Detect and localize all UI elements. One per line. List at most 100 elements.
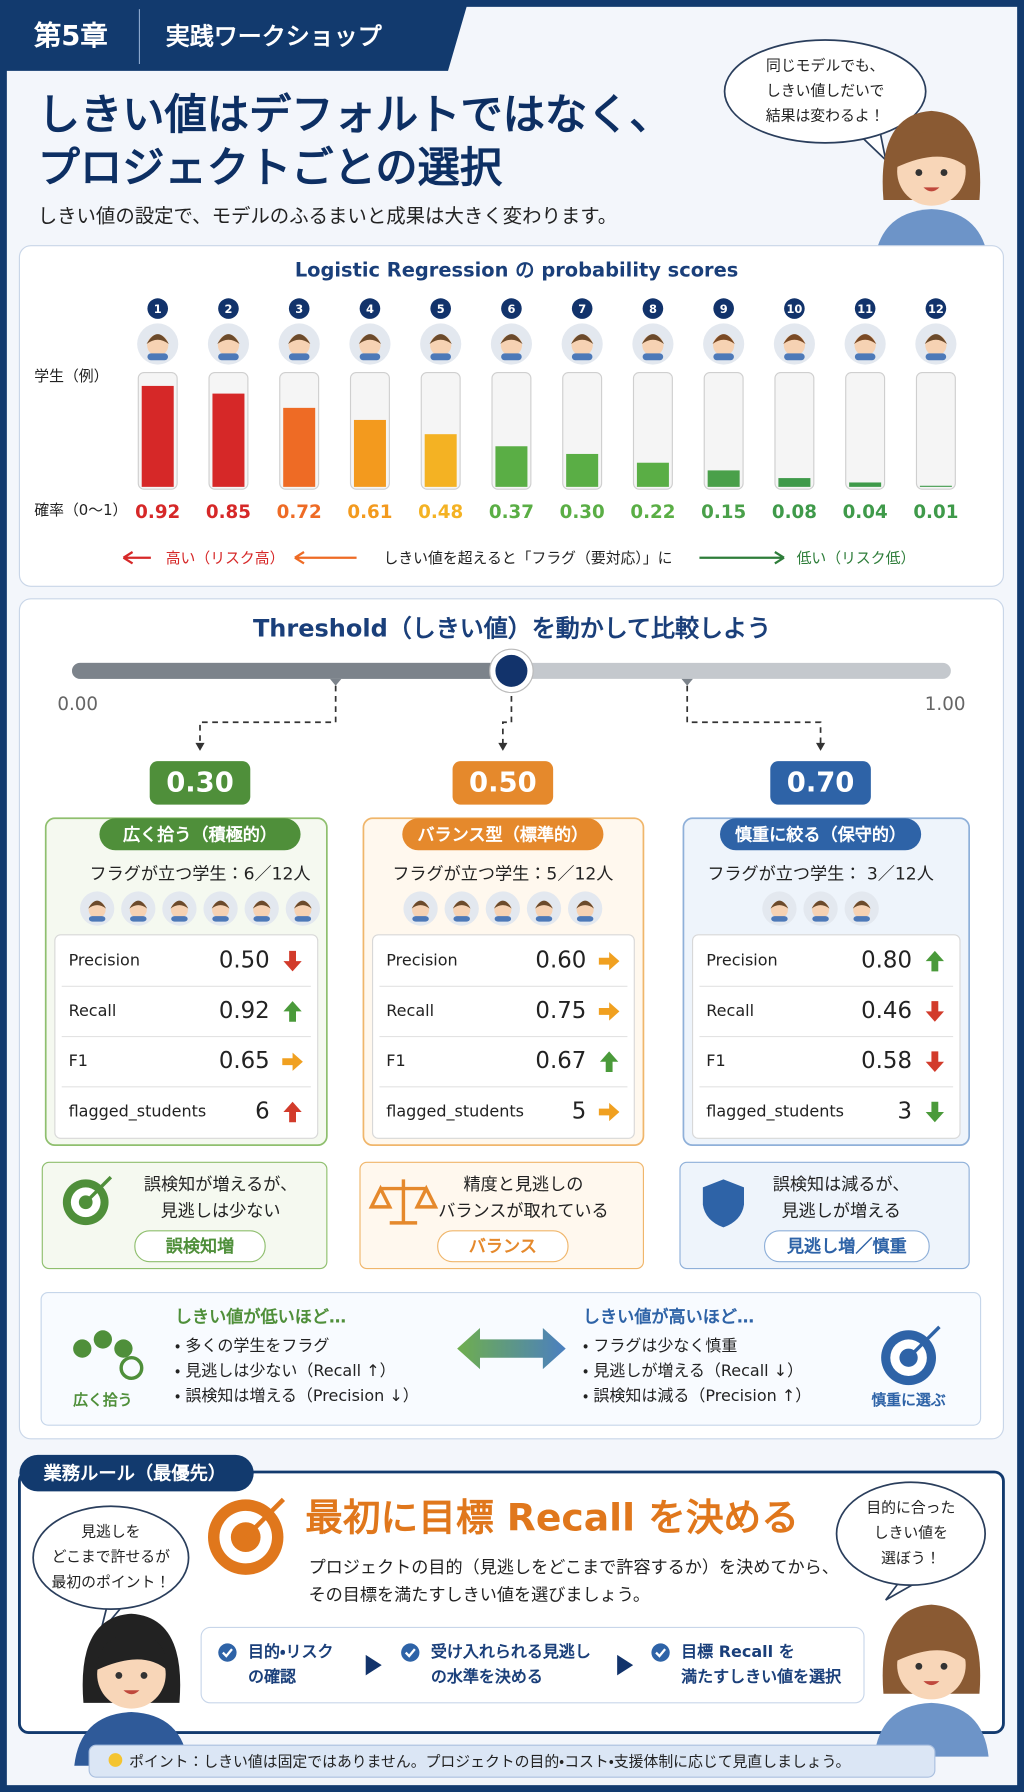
probability-bar bbox=[283, 407, 316, 487]
bar-tube bbox=[632, 372, 673, 490]
slider-tick bbox=[681, 678, 693, 686]
bar-tube bbox=[845, 372, 886, 490]
hair bbox=[88, 900, 107, 909]
rule-tag-text: 業務ルール（最優先） bbox=[43, 1462, 227, 1484]
compare-item: ・ フラグは少なく慎重 bbox=[583, 1336, 738, 1355]
hair bbox=[854, 334, 877, 344]
check-mark bbox=[222, 1648, 233, 1658]
shirt bbox=[535, 916, 553, 922]
slider-max: 1.00 bbox=[925, 694, 966, 715]
probability-bar bbox=[778, 478, 811, 487]
shirt bbox=[88, 916, 106, 922]
probability-bar bbox=[353, 419, 386, 487]
hair bbox=[535, 900, 553, 909]
badge-text: バランス bbox=[469, 1237, 537, 1257]
trend-arrow bbox=[598, 952, 620, 971]
hair bbox=[411, 900, 430, 909]
shirt bbox=[294, 916, 312, 922]
trend-arrow bbox=[598, 1002, 620, 1021]
value-label: 0.92 bbox=[135, 502, 180, 523]
value-label: 0.30 bbox=[560, 502, 605, 523]
hair bbox=[770, 900, 789, 909]
hair bbox=[252, 900, 271, 909]
rule-title: 最初に目標 Recall を決める bbox=[305, 1496, 799, 1540]
bar-tube bbox=[703, 372, 744, 490]
hair bbox=[571, 334, 594, 344]
value-label: 0.61 bbox=[347, 502, 392, 523]
value-label: 0.37 bbox=[489, 502, 534, 523]
speech-text: 見逃しを bbox=[81, 1523, 140, 1541]
connector bbox=[502, 685, 513, 746]
chapter: 第5章 bbox=[34, 20, 108, 52]
group-icon bbox=[93, 1330, 112, 1349]
id-badge bbox=[430, 298, 451, 319]
probability-bar bbox=[919, 485, 952, 487]
probability-bar bbox=[849, 482, 882, 487]
trend-arrow bbox=[283, 1001, 302, 1022]
person-eye bbox=[940, 1662, 948, 1670]
footer-text: ポイント：しきい値は固定ではありません。プロジェクトの目的・コスト・支援体制に応… bbox=[129, 1752, 850, 1770]
hair bbox=[288, 334, 311, 344]
speech-text: どこまで許せるが bbox=[52, 1548, 170, 1566]
connector bbox=[199, 685, 337, 746]
main-title: しきい値はデフォルトではなく、 bbox=[38, 90, 672, 139]
student-id: 12 bbox=[928, 302, 944, 316]
connector-head bbox=[195, 742, 205, 751]
step-text: の確認 bbox=[248, 1667, 296, 1686]
shirt bbox=[571, 353, 593, 361]
shirt bbox=[171, 916, 188, 922]
id-badge bbox=[288, 298, 310, 319]
id-badge bbox=[571, 298, 593, 319]
main-title: プロジェクトごとの選択 bbox=[38, 143, 503, 192]
id-badge bbox=[784, 298, 805, 319]
shirt bbox=[412, 916, 429, 922]
hair bbox=[217, 334, 240, 344]
threshold-value: 0.50 bbox=[469, 768, 537, 799]
step-text: 目的・リスク bbox=[248, 1642, 333, 1661]
threshold-title: Threshold（しきい値）を動かして比較しよう bbox=[253, 615, 771, 643]
note-badge bbox=[763, 1230, 930, 1263]
option-pill bbox=[99, 818, 301, 851]
probability-bar bbox=[212, 393, 245, 487]
hair bbox=[783, 334, 806, 344]
badge-text: 見逃し増／慎重 bbox=[786, 1236, 907, 1257]
id-badge bbox=[642, 298, 664, 319]
hair bbox=[146, 334, 169, 344]
id-badge bbox=[854, 298, 876, 319]
value-label: 0.04 bbox=[843, 502, 888, 523]
metric-value: 0.46 bbox=[861, 998, 912, 1024]
value-label: 0.48 bbox=[418, 502, 463, 523]
value-label: 0.85 bbox=[206, 502, 251, 523]
target-arrow bbox=[907, 1325, 941, 1359]
hair bbox=[293, 900, 312, 909]
group-icon bbox=[73, 1339, 92, 1358]
check-icon bbox=[218, 1643, 237, 1662]
probability-bar bbox=[566, 453, 599, 487]
option-name: 慎重に絞る（保守的） bbox=[734, 824, 906, 845]
flag-text: フラグが立つ学生：6／12人 bbox=[89, 864, 310, 884]
connector-head bbox=[816, 742, 826, 751]
slider-fill bbox=[72, 662, 512, 679]
hair bbox=[358, 334, 382, 344]
rule-tag bbox=[19, 1454, 254, 1492]
value-label: 0.22 bbox=[630, 502, 675, 523]
metric-name: Recall bbox=[69, 1001, 117, 1020]
value-label: 0.08 bbox=[772, 502, 817, 523]
hair bbox=[211, 900, 230, 909]
option-name: バランス型（標準的） bbox=[417, 824, 588, 845]
note-text: 見逃しが増える bbox=[781, 1201, 900, 1221]
person-eye bbox=[940, 169, 948, 176]
shirt bbox=[576, 916, 594, 922]
id-badge bbox=[501, 298, 522, 319]
note-text: 精度と見逃しの bbox=[463, 1175, 583, 1195]
person-eye bbox=[915, 1662, 923, 1670]
metric-name: F1 bbox=[69, 1051, 88, 1070]
hair bbox=[641, 334, 665, 344]
hair bbox=[429, 334, 452, 344]
compare-icon-label: 慎重に選ぶ bbox=[871, 1391, 945, 1409]
footer-bar bbox=[88, 1744, 936, 1778]
probability-bar bbox=[141, 385, 174, 487]
step-text: 目標 Recall を bbox=[681, 1642, 795, 1661]
